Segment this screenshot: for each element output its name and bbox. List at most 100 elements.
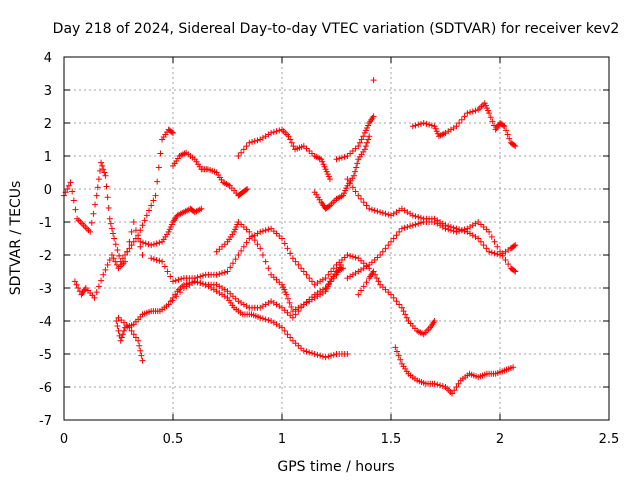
data-point bbox=[105, 204, 112, 211]
data-point bbox=[279, 235, 285, 242]
data-point bbox=[355, 143, 362, 150]
x-tick-label: 2.5 bbox=[599, 432, 620, 447]
data-point bbox=[412, 221, 419, 228]
data-point bbox=[354, 160, 361, 167]
data-point bbox=[370, 113, 377, 120]
data-point bbox=[355, 192, 362, 199]
data-point bbox=[169, 297, 176, 304]
data-point bbox=[199, 272, 206, 279]
data-point bbox=[227, 264, 234, 271]
data-point bbox=[270, 129, 277, 136]
y-tick-label: 3 bbox=[44, 84, 52, 99]
data-point bbox=[238, 149, 245, 156]
data-point bbox=[379, 209, 386, 216]
data-point bbox=[286, 299, 293, 306]
data-point bbox=[93, 192, 100, 199]
data-point bbox=[393, 348, 400, 355]
data-point bbox=[281, 240, 288, 247]
data-point bbox=[135, 235, 142, 242]
data-point bbox=[447, 227, 454, 234]
x-tick-label: 2 bbox=[496, 432, 504, 447]
data-point bbox=[141, 217, 148, 224]
data-point bbox=[512, 242, 519, 249]
data-point bbox=[194, 279, 201, 286]
data-point bbox=[128, 228, 135, 235]
data-point bbox=[240, 243, 247, 250]
data-point bbox=[398, 304, 405, 311]
data-point bbox=[155, 164, 162, 171]
data-point bbox=[138, 352, 145, 359]
data-point bbox=[262, 227, 269, 234]
data-point bbox=[352, 254, 359, 261]
data-point bbox=[347, 180, 354, 187]
data-point bbox=[265, 317, 272, 324]
data-point bbox=[75, 285, 82, 291]
data-point bbox=[370, 77, 377, 84]
data-point bbox=[287, 334, 294, 341]
data-point bbox=[338, 154, 345, 161]
data-point bbox=[268, 129, 275, 136]
data-point bbox=[136, 342, 143, 349]
data-point bbox=[119, 331, 126, 338]
data-point bbox=[96, 167, 103, 174]
data-point bbox=[341, 153, 348, 160]
data-point bbox=[415, 214, 422, 221]
data-point bbox=[431, 380, 438, 387]
data-point bbox=[287, 136, 294, 143]
y-tick-label: -6 bbox=[39, 381, 52, 396]
data-point bbox=[98, 159, 105, 166]
data-point bbox=[126, 245, 133, 252]
data-point bbox=[382, 210, 389, 217]
data-point bbox=[243, 239, 250, 246]
data-point bbox=[116, 252, 123, 259]
data-point bbox=[388, 291, 394, 298]
data-point bbox=[72, 206, 79, 213]
data-point bbox=[510, 364, 517, 371]
data-point bbox=[352, 188, 359, 195]
chart-title: Day 218 of 2024, Sidereal Day-to-day VTE… bbox=[53, 21, 620, 37]
data-point bbox=[170, 129, 176, 136]
data-point bbox=[504, 131, 511, 138]
data-point bbox=[135, 337, 142, 344]
data-point bbox=[132, 227, 139, 234]
data-point bbox=[91, 294, 98, 301]
data-point bbox=[480, 242, 487, 249]
data-point bbox=[132, 334, 139, 341]
data-point bbox=[246, 139, 253, 146]
data-point bbox=[344, 351, 351, 357]
data-point bbox=[177, 289, 184, 296]
data-point bbox=[458, 116, 465, 123]
data-point bbox=[167, 273, 174, 280]
data-point bbox=[191, 278, 198, 285]
data-point bbox=[170, 278, 176, 285]
data-point bbox=[108, 252, 115, 258]
data-point bbox=[311, 351, 318, 357]
data-point bbox=[92, 201, 99, 208]
data-point bbox=[382, 245, 389, 252]
series-sat-j bbox=[235, 126, 333, 183]
data-point bbox=[290, 143, 297, 150]
data-point bbox=[511, 267, 518, 274]
tick-labels: 0 0.5 1 1.5 2 2.5 -7 -6 -5 -4 -3 -2 -1 0 1 2 3 4 bbox=[39, 51, 619, 447]
series-sat-p bbox=[392, 344, 517, 397]
data-point bbox=[511, 142, 518, 149]
data-point bbox=[229, 260, 236, 267]
data-point bbox=[139, 222, 146, 229]
data-point bbox=[461, 113, 468, 120]
data-point bbox=[401, 224, 408, 231]
data-point bbox=[102, 172, 109, 179]
data-point bbox=[388, 238, 394, 245]
data-point bbox=[487, 114, 494, 121]
data-point bbox=[164, 268, 171, 275]
data-point bbox=[259, 252, 266, 258]
data-point bbox=[353, 164, 360, 171]
data-point bbox=[262, 258, 269, 265]
data-point bbox=[235, 153, 242, 159]
data-point bbox=[219, 270, 226, 277]
data-point bbox=[148, 242, 155, 249]
data-point bbox=[512, 268, 519, 275]
data-point bbox=[243, 143, 250, 150]
data-point bbox=[254, 241, 261, 248]
data-point bbox=[308, 350, 315, 357]
y-tick-label: -3 bbox=[39, 282, 52, 297]
